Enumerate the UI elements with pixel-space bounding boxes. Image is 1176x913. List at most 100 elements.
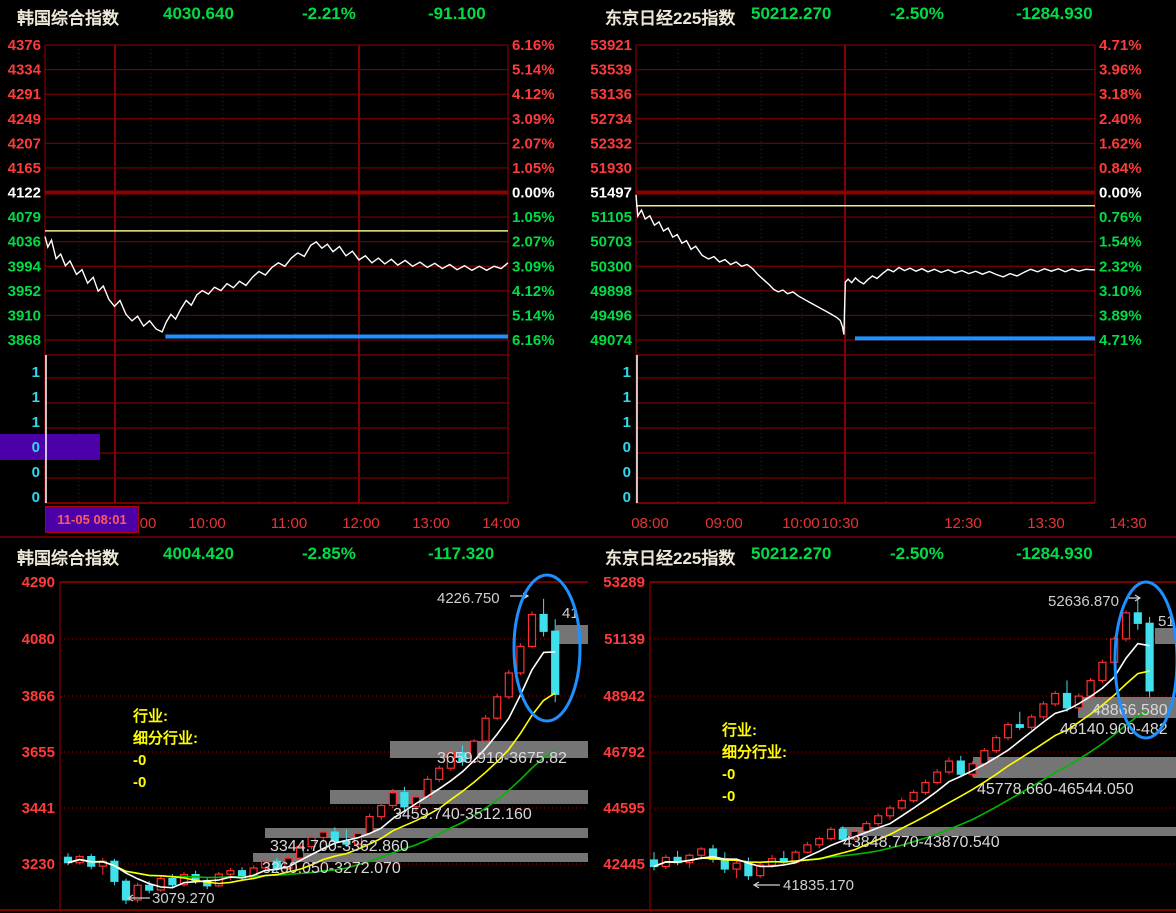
y-axis-label: 53539: [590, 62, 632, 79]
pct-axis-label: 0.00%: [512, 185, 555, 202]
index-change: -1284.930: [1016, 4, 1093, 23]
candle-body: [133, 884, 142, 901]
chart-header: 韩国综合指数 4030.640 -2.21% -91.100: [0, 0, 588, 30]
price-zone-band: [390, 741, 588, 758]
candle-body: [885, 807, 895, 817]
pct-axis-label: 0.00%: [1099, 185, 1142, 202]
volume-axis-label: 0: [32, 489, 40, 506]
volume-axis-label: 0: [623, 439, 631, 456]
candle-body: [921, 781, 930, 793]
time-label: 14:00: [482, 515, 520, 532]
y-axis-label: 51930: [590, 160, 632, 177]
y-axis-label: 52734: [590, 111, 632, 128]
candle-body: [446, 752, 455, 769]
price-zone-label: 43848.770-43870.540: [843, 834, 1000, 851]
candle-body: [377, 804, 386, 818]
ma10-line: [67, 692, 556, 885]
price-zone-band: [973, 757, 1176, 778]
candle-body: [1145, 622, 1154, 692]
y-axis-label: 4334: [8, 62, 42, 79]
candle-body: [992, 737, 1001, 752]
y-axis-label: 3655: [22, 744, 55, 761]
candle-body: [539, 613, 548, 632]
y-axis-label: 4036: [8, 234, 41, 251]
candle-body: [388, 792, 397, 807]
price-zone-label: 48140.900-482: [1060, 721, 1168, 738]
pct-axis-label: 4.12%: [512, 283, 555, 300]
candle-body: [1003, 724, 1013, 739]
candle-body: [909, 791, 918, 802]
y-axis-label: 42445: [603, 856, 645, 873]
index-change: -1284.930: [1016, 544, 1093, 563]
pct-axis-label: 2.32%: [1099, 258, 1142, 275]
y-axis-label: 51105: [591, 209, 632, 226]
y-axis-label: 3910: [8, 307, 41, 324]
candle-body: [732, 862, 741, 870]
candle-body: [307, 836, 316, 848]
candle-body: [527, 613, 537, 647]
chart-header: 东京日经225指数 50212.270 -2.50% -1284.930: [588, 540, 1176, 570]
industry-annotation: 行业:: [721, 721, 757, 739]
candle-body: [1133, 612, 1142, 624]
candle-body: [121, 880, 131, 901]
candle-body: [319, 831, 328, 839]
y-axis-label: 3866: [22, 688, 55, 705]
crosshair-time-tooltip: 11-05 08:01: [45, 506, 139, 533]
panel-nikkei-intraday[interactable]: 53921 4.71% 53539 3.96% 53136 3.18% 52734 2.40%…: [588, 0, 1176, 540]
y-axis-label: 3230: [22, 856, 55, 873]
volume-axis-label: 1: [32, 364, 40, 381]
volume-axis-label: 0: [623, 489, 631, 506]
pct-axis-label: 3.89%: [1099, 307, 1142, 324]
nikkei-daily-chart: 53289 51139 48942 46792 44595 42445 48866.580 4…: [588, 574, 1176, 911]
industry-annotation: -0: [722, 766, 735, 783]
y-axis-label: 48942: [603, 688, 645, 705]
price-zone-label: 3459.740-3512.160: [393, 806, 532, 823]
y-axis-label: 4291: [8, 86, 41, 103]
industry-annotation: -0: [133, 752, 146, 769]
time-label: 10:00: [188, 515, 226, 532]
candle-body: [156, 878, 165, 891]
pct-axis-label: 6.16%: [512, 37, 555, 54]
panel-korea-intraday[interactable]: 4376 6.16% 4334 5.14% 4291 4.12% 4249 3.09% 4207…: [0, 0, 588, 540]
industry-annotation: -0: [133, 774, 146, 791]
index-change: -91.100: [428, 4, 486, 23]
candle-body: [1039, 703, 1048, 718]
price-zone-band: [265, 828, 588, 838]
volume-axis-label: 0: [32, 439, 40, 456]
candle-body: [458, 752, 467, 763]
y-axis-label: 3441: [22, 800, 55, 817]
time-label: 14:30: [1109, 515, 1147, 532]
candle-body: [261, 860, 270, 869]
time-label: 09:00: [705, 515, 743, 532]
candle-body: [330, 831, 339, 843]
korea-daily-chart: 4290 4080 3866 3655 3441 3230 3659.910-3675.82…: [0, 573, 588, 911]
candle-body: [1051, 692, 1060, 705]
index-name: 东京日经225指数: [605, 549, 736, 568]
y-axis-label: 50300: [590, 258, 632, 275]
index-price: 50212.270: [751, 544, 832, 563]
candle-body: [435, 767, 444, 780]
time-label: 12:30: [944, 515, 982, 532]
candle-body: [400, 792, 409, 808]
pct-axis-label: 3.96%: [1099, 62, 1142, 79]
candle-body: [897, 800, 906, 809]
price-line: [635, 194, 1096, 335]
volume-axis-label: 1: [623, 389, 631, 406]
y-axis-label: 4122: [8, 185, 41, 202]
candle-body: [944, 760, 954, 773]
industry-annotation: 细分行业:: [133, 729, 198, 747]
price-zone-band: [1078, 697, 1176, 718]
panel-korea-daily[interactable]: 4290 4080 3866 3655 3441 3230 3659.910-3675.82…: [0, 540, 588, 913]
y-axis-label: 50703: [590, 234, 632, 251]
price-zone-band: [556, 625, 588, 644]
index-change-pct: -2.21%: [302, 4, 356, 23]
korea-intraday-chart: 4376 6.16% 4334 5.14% 4291 4.12% 4249 3.09% 4207…: [0, 37, 588, 538]
y-axis-label: 49496: [590, 307, 632, 324]
y-axis-label: 3868: [8, 332, 41, 349]
y-axis-label: 53289: [603, 574, 645, 591]
ma5-line: [67, 651, 556, 889]
y-axis-label: 4080: [22, 631, 55, 648]
panel-nikkei-daily[interactable]: 53289 51139 48942 46792 44595 42445 48866.580 4…: [588, 540, 1176, 913]
ma10-line: [653, 670, 1150, 868]
